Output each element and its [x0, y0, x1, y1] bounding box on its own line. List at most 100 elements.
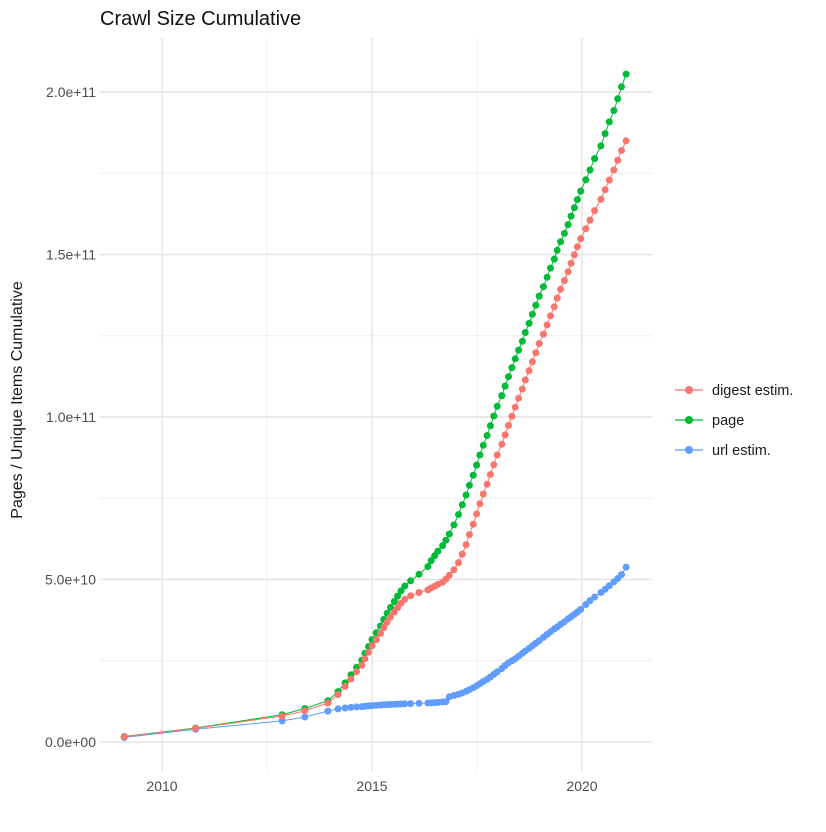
data-point	[567, 259, 575, 267]
data-point	[518, 385, 526, 393]
data-point	[376, 630, 384, 637]
data-point	[334, 705, 342, 713]
data-point	[401, 700, 409, 708]
data-point	[372, 636, 380, 644]
data-point	[564, 221, 572, 229]
data-point	[450, 566, 458, 574]
data-point	[508, 364, 516, 372]
data-point	[469, 471, 477, 479]
data-point	[564, 268, 572, 276]
data-point	[445, 571, 453, 579]
data-point	[347, 703, 355, 711]
data-point	[434, 547, 442, 555]
data-point	[550, 255, 558, 263]
data-point	[532, 349, 540, 357]
data-point	[591, 207, 599, 215]
data-point	[597, 142, 605, 150]
data-point	[483, 480, 491, 488]
data-point	[415, 570, 423, 578]
data-point	[301, 707, 309, 715]
data-point	[605, 582, 613, 590]
data-point	[324, 707, 332, 715]
data-point	[515, 346, 523, 354]
data-point	[192, 724, 200, 732]
data-point	[479, 441, 487, 449]
data-point	[577, 235, 585, 243]
data-point	[490, 461, 498, 469]
x-tick-label: 2010	[146, 778, 177, 794]
data-point	[597, 195, 605, 203]
data-point	[394, 592, 402, 600]
data-point	[557, 285, 565, 293]
data-point	[618, 83, 625, 91]
data-point	[511, 355, 519, 363]
data-point	[498, 392, 506, 400]
data-point	[501, 382, 509, 390]
data-point	[622, 70, 630, 78]
data-point	[539, 283, 547, 291]
data-point	[605, 176, 613, 184]
data-point	[424, 563, 432, 570]
data-point	[445, 530, 453, 538]
data-point	[407, 592, 415, 600]
data-point	[493, 402, 501, 410]
data-point	[120, 733, 128, 741]
data-point	[358, 661, 366, 669]
data-point	[618, 571, 625, 579]
data-point	[278, 717, 286, 725]
data-point	[450, 521, 458, 529]
data-point	[601, 186, 609, 194]
data-point	[543, 273, 551, 281]
data-point	[582, 225, 590, 233]
series-line	[124, 140, 627, 738]
data-point	[535, 340, 543, 348]
data-point	[577, 605, 585, 613]
data-point	[553, 294, 561, 302]
data-point	[465, 481, 473, 489]
y-tick-label: 2.0e+11	[46, 84, 96, 100]
data-point	[368, 642, 376, 650]
data-point	[442, 698, 450, 706]
data-point	[483, 432, 491, 439]
data-point	[614, 95, 622, 103]
data-point	[415, 699, 423, 707]
gridlines	[100, 38, 652, 772]
data-point	[442, 536, 450, 544]
legend-key-dot-icon	[685, 416, 693, 424]
data-point	[458, 550, 466, 558]
y-tick-label: 0.0e+00	[45, 734, 96, 750]
data-point	[515, 394, 523, 402]
data-point	[407, 700, 415, 708]
y-tick-label: 1.0e+11	[46, 409, 96, 425]
legend-key-dot-icon	[685, 386, 693, 394]
data-point	[577, 187, 585, 195]
data-point	[301, 713, 309, 721]
data-point	[479, 490, 487, 498]
data-point	[380, 624, 388, 632]
data-point	[486, 422, 494, 430]
y-tick-label: 5.0e+10	[45, 572, 96, 588]
data-point	[469, 520, 477, 528]
data-point	[347, 675, 355, 683]
data-point	[490, 412, 498, 420]
series-line	[124, 566, 627, 738]
data-point	[511, 403, 519, 411]
data-point	[570, 204, 578, 212]
data-point	[543, 321, 551, 329]
data-point	[539, 330, 547, 338]
data-point	[532, 301, 540, 309]
data-point	[324, 699, 332, 707]
x-tick-label: 2020	[566, 778, 597, 794]
data-point	[397, 587, 405, 595]
data-point	[567, 212, 575, 220]
data-point	[582, 176, 590, 184]
data-point	[353, 668, 360, 676]
legend-label: page	[712, 413, 744, 429]
legend: digest estim. page url estim.	[675, 383, 793, 459]
legend-label: url estim.	[712, 443, 771, 459]
data-point	[278, 712, 286, 720]
chart-title: Crawl Size Cumulative	[100, 8, 301, 30]
y-axis-ticks: 0.0e+00 5.0e+10 1.0e+11 1.5e+11 2.0e+11	[45, 84, 96, 750]
